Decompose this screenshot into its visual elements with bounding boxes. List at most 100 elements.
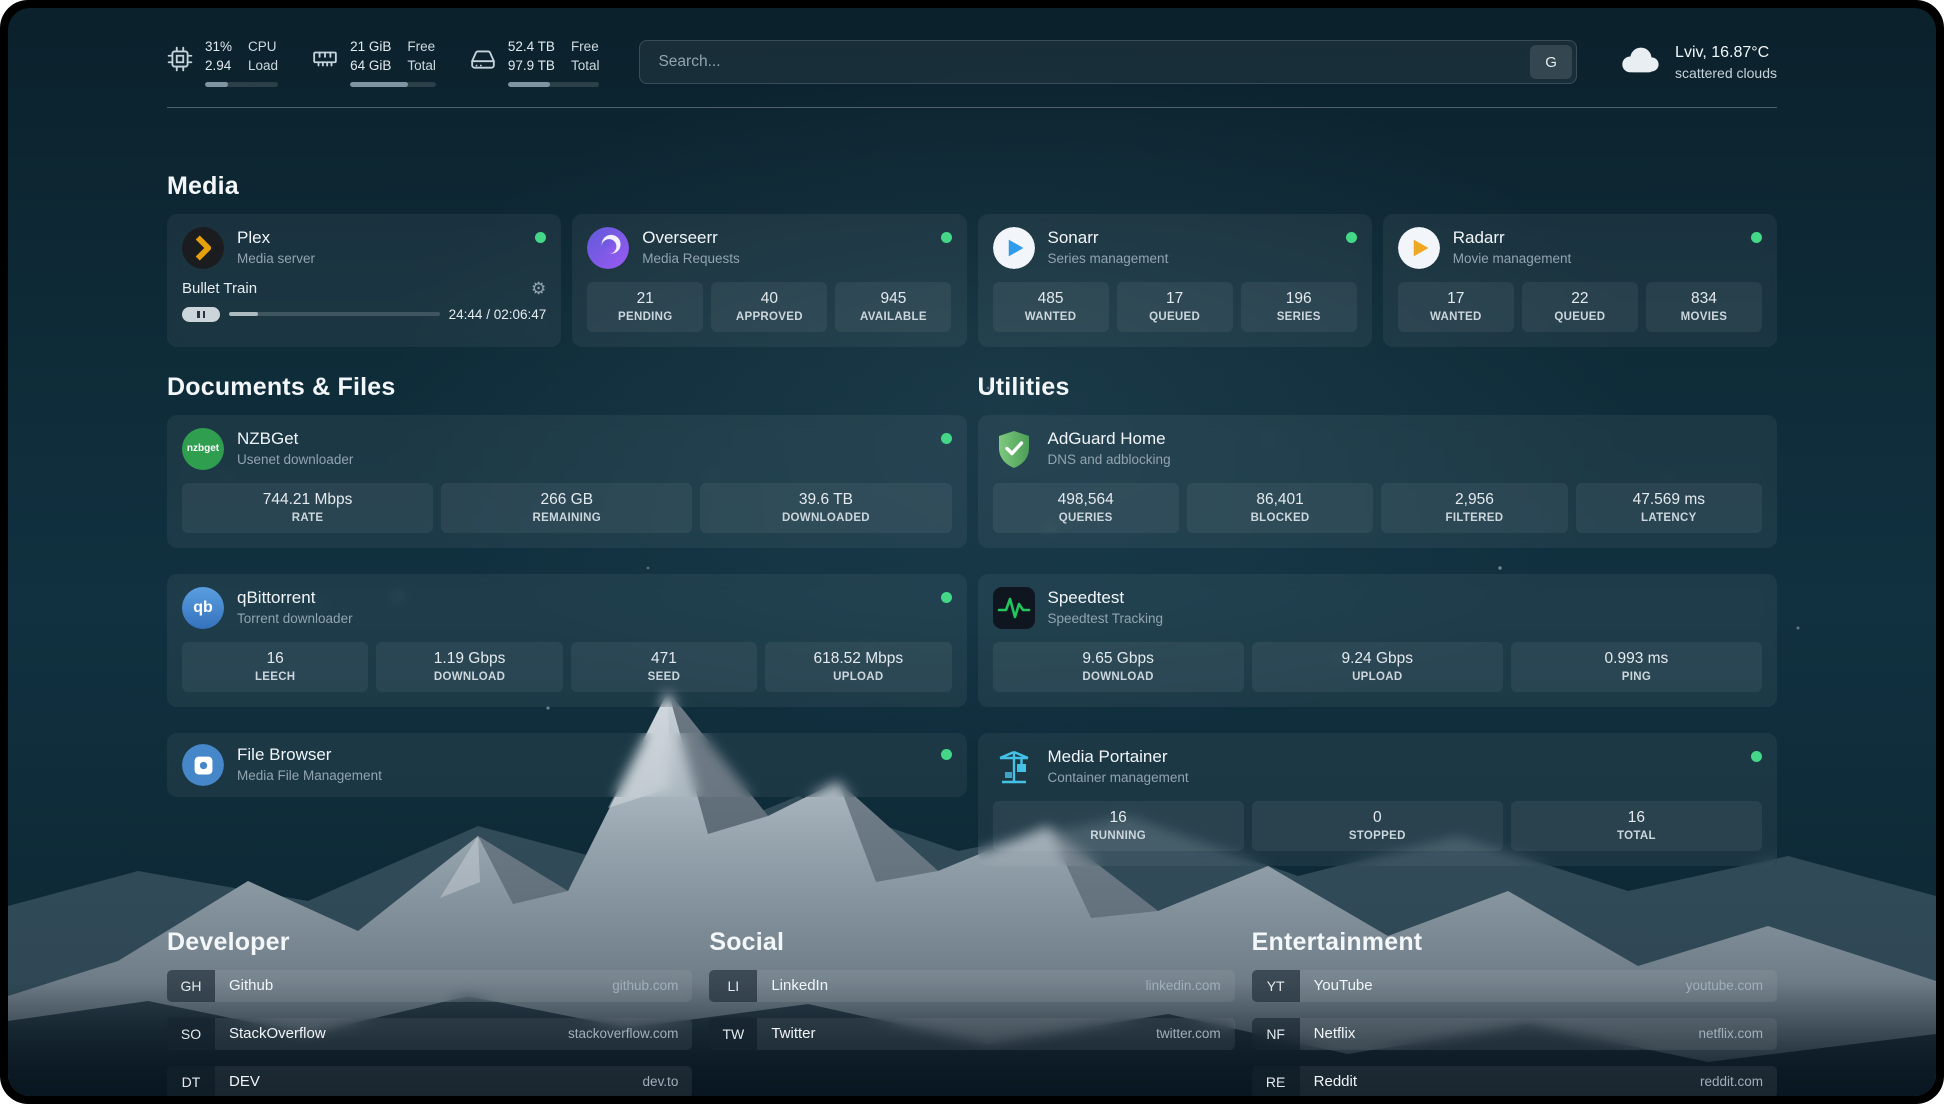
service-card-adguard[interactable]: AdGuard Home DNS and adblocking 498,564 … <box>977 414 1777 548</box>
service-card-filebrowser[interactable]: File Browser Media File Management <box>167 732 967 797</box>
stat-queries: 498,564 QUERIES <box>992 482 1179 533</box>
disk-widget: 52.4 TB 97.9 TB Free Total <box>470 38 600 87</box>
cpu-usage-value: 31% <box>205 39 233 54</box>
radarr-icon <box>1397 226 1440 269</box>
service-description: Speedtest Tracking <box>1047 611 1164 627</box>
status-online-icon <box>940 432 952 444</box>
service-card-overseerr[interactable]: Overseerr Media Requests 21 PENDING 40 A… <box>572 213 967 347</box>
stat-upload: 618.52 Mbps UPLOAD <box>765 641 952 692</box>
stat-upload: 9.24 Gbps UPLOAD <box>1251 641 1503 692</box>
weather-widget[interactable]: Lviv, 16.87°C scattered clouds <box>1617 42 1777 82</box>
stat-total: 16 TOTAL <box>1510 800 1763 851</box>
bookmark-url: netflix.com <box>1698 1026 1763 1042</box>
playback-time: 24:44 / 02:06:47 <box>448 306 547 322</box>
search-provider-button[interactable]: G <box>1530 45 1573 80</box>
status-online-icon <box>1751 750 1762 762</box>
service-name: Media Portainer <box>1047 747 1168 767</box>
bookmark-linkedin[interactable]: LI LinkedIn linkedin.com <box>709 969 1235 1002</box>
search-input[interactable] <box>644 53 1531 72</box>
service-description: Torrent downloader <box>237 611 353 627</box>
stat-queued: 17 QUEUED <box>1116 281 1233 332</box>
stat-download: 9.65 Gbps DOWNLOAD <box>992 641 1244 692</box>
stat-wanted: 17 WANTED <box>1397 281 1514 332</box>
bookmark-url: twitter.com <box>1156 1026 1221 1042</box>
cpu-load-value: 2.94 <box>205 57 232 73</box>
bookmark-dev[interactable]: DT DEV dev.to <box>167 1065 693 1096</box>
stat-available: 945 AVAILABLE <box>835 281 952 332</box>
bookmark-url: youtube.com <box>1685 978 1763 994</box>
bookmark-name: LinkedIn <box>771 977 829 995</box>
stat-ping: 0.993 ms PING <box>1510 641 1763 692</box>
cpu-progress-track <box>205 81 279 87</box>
service-name: Plex <box>237 228 271 248</box>
pause-button[interactable] <box>182 306 220 322</box>
portainer-icon <box>993 746 1035 788</box>
section-title-media: Media <box>167 171 239 200</box>
dashboard-screen: 31% 2.94 CPU Load <box>8 8 1936 1096</box>
service-description: Container management <box>1047 770 1189 786</box>
bookmark-youtube[interactable]: YT YouTube youtube.com <box>1251 969 1777 1002</box>
service-card-portainer[interactable]: Media Portainer Container management 16 … <box>977 732 1777 866</box>
section-title-developer: Developer <box>167 927 290 956</box>
bookmark-abbr: GH <box>167 969 215 1002</box>
disk-progress-track <box>507 81 600 87</box>
stat-blocked: 86,401 BLOCKED <box>1186 482 1374 533</box>
bookmark-abbr: TW <box>709 1017 758 1050</box>
bookmark-stackoverflow[interactable]: SO StackOverflow stackoverflow.com <box>167 1017 693 1050</box>
stat-series: 196 SERIES <box>1240 281 1357 332</box>
status-online-icon <box>940 591 952 603</box>
disk-total-label: Total <box>570 57 600 73</box>
section-title-documents: Documents & Files <box>167 372 396 401</box>
playback-progress-track[interactable] <box>229 312 440 317</box>
cpu-label: CPU <box>248 39 277 54</box>
bookmark-name: DEV <box>229 1073 260 1091</box>
section-title-social: Social <box>709 927 785 956</box>
stat-rate: 744.21 Mbps RATE <box>182 482 434 533</box>
memory-total-value: 64 GiB <box>350 57 392 73</box>
bookmark-twitter[interactable]: TW Twitter twitter.com <box>709 1017 1235 1050</box>
cpu-icon <box>167 46 193 77</box>
cpu-progress-fill <box>205 81 228 87</box>
memory-progress-track <box>350 81 436 87</box>
nzbget-icon-label: nzbget <box>186 443 220 455</box>
service-name: Sonarr <box>1047 228 1099 248</box>
gear-icon[interactable] <box>531 280 546 297</box>
section-social: Social LI LinkedIn linkedin.com TW Twitt… <box>709 927 1235 1096</box>
service-card-radarr[interactable]: Radarr Movie management 17 WANTED 22 QUE… <box>1382 213 1777 347</box>
status-online-icon <box>535 231 547 243</box>
service-card-sonarr[interactable]: Sonarr Series management 485 WANTED 17 Q… <box>977 213 1372 347</box>
memory-free-label: Free <box>407 39 436 54</box>
cloud-icon <box>1617 44 1663 81</box>
bookmark-url: stackoverflow.com <box>568 1026 679 1042</box>
weather-condition: scattered clouds <box>1675 64 1777 81</box>
service-name: Radarr <box>1452 228 1505 248</box>
service-description: Usenet downloader <box>237 452 354 468</box>
service-card-plex[interactable]: Plex Media server Bullet Train <box>167 213 562 347</box>
stat-approved: 40 APPROVED <box>711 281 828 332</box>
bookmark-reddit[interactable]: RE Reddit reddit.com <box>1251 1065 1777 1096</box>
service-card-qbittorrent[interactable]: qb qBittorrent Torrent downloader 16 <box>167 573 967 707</box>
cpu-load-label: Load <box>248 57 279 73</box>
service-name: AdGuard Home <box>1047 429 1166 449</box>
stat-seed: 471 SEED <box>570 641 758 692</box>
bookmark-netflix[interactable]: NF Netflix netflix.com <box>1251 1017 1777 1050</box>
section-developer: Developer GH Github github.com SO StackO… <box>167 927 693 1096</box>
service-description: Series management <box>1047 251 1169 267</box>
service-card-nzbget[interactable]: nzbget NZBGet Usenet downloader 744.21 M… <box>167 414 967 548</box>
playback-progress-fill <box>229 312 259 317</box>
bookmark-github[interactable]: GH Github github.com <box>167 969 693 1002</box>
bookmark-name: Netflix <box>1313 1025 1356 1043</box>
service-name: Speedtest <box>1047 588 1125 608</box>
cpu-widget: 31% 2.94 CPU Load <box>167 38 279 87</box>
bookmark-url: reddit.com <box>1699 1074 1763 1090</box>
bookmark-name: StackOverflow <box>229 1025 326 1043</box>
section-title-utilities: Utilities <box>977 372 1070 401</box>
bookmark-abbr: LI <box>709 969 758 1002</box>
qbittorrent-icon-label: qb <box>193 598 213 616</box>
service-description: DNS and adblocking <box>1047 452 1171 468</box>
service-card-speedtest[interactable]: Speedtest Speedtest Tracking 9.65 Gbps D… <box>977 573 1777 707</box>
section-entertainment: Entertainment YT YouTube youtube.com NF … <box>1251 928 1777 1096</box>
status-online-icon <box>940 231 952 243</box>
service-description: Movie management <box>1452 251 1572 267</box>
bookmark-name: Reddit <box>1313 1073 1358 1091</box>
